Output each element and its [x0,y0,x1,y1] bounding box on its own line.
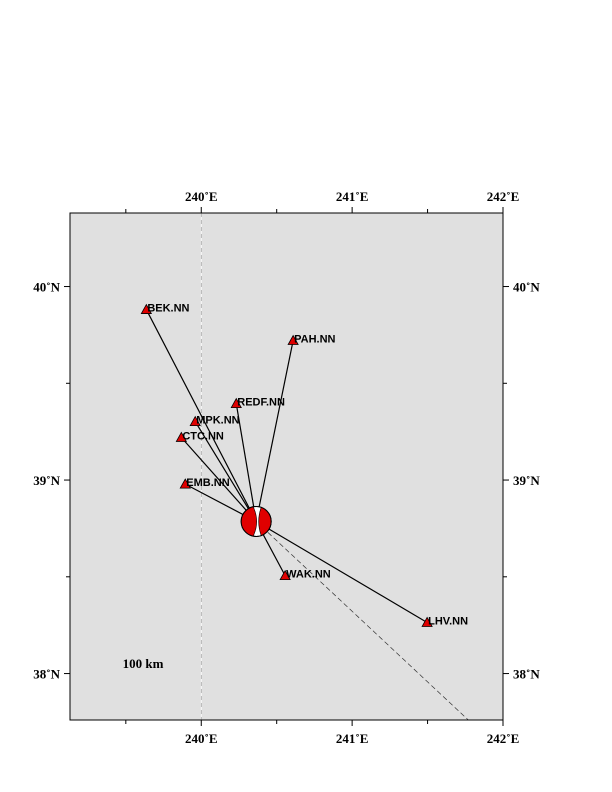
ray-path [235,403,257,522]
station-marker [175,431,188,442]
station-marker [179,478,191,489]
station-label: WAK.NN [286,569,331,581]
lat-tick-label: 40˚N [33,280,60,295]
station-label: LHV.NN [428,615,468,627]
ray-path [145,309,257,522]
map-border [69,212,504,721]
lat-tick-label: 40˚N [513,280,540,295]
scale-label: 100 km [123,656,164,671]
lon-tick-label: 242˚E [487,731,520,746]
ray-path [255,520,428,623]
station-label: MPK.NN [196,415,239,427]
station-marker [189,415,201,427]
lon-tick-label: 240˚E [185,731,218,746]
beachball-outline [240,505,272,537]
map-frame [70,213,503,720]
station-label: EMB.NN [186,477,229,489]
beachball [240,505,272,537]
map-layer: BEK.NN PAH.NN REDF.NN MPK.NN CTC.NN EMB.NN WAK… [140,213,469,721]
station-marker [279,569,291,581]
lat-tick-label: 39˚N [513,473,540,488]
ray-path [255,340,294,522]
lat-tick-label: 38˚N [33,667,60,682]
lat-tick-label: 39˚N [33,473,60,488]
lon-tick-label: 242˚E [487,189,520,204]
ray-path [194,421,257,522]
station-marker [421,616,433,627]
ray-path [180,437,257,522]
station-label: CTC.NN [182,430,224,442]
station-marker [287,334,299,345]
lon-tick-label: 241˚E [336,189,369,204]
lon-tick-label: 241˚E [336,731,369,746]
station-marker [140,303,153,314]
station-label: PAH.NN [294,334,335,346]
lat-tick-label: 38˚N [513,667,540,682]
station-label: REDF.NN [237,397,285,409]
lon-tick-label: 240˚E [185,189,218,204]
station-marker [230,397,242,409]
dashed-line [255,521,469,721]
station-label: BEK.NN [147,303,189,315]
